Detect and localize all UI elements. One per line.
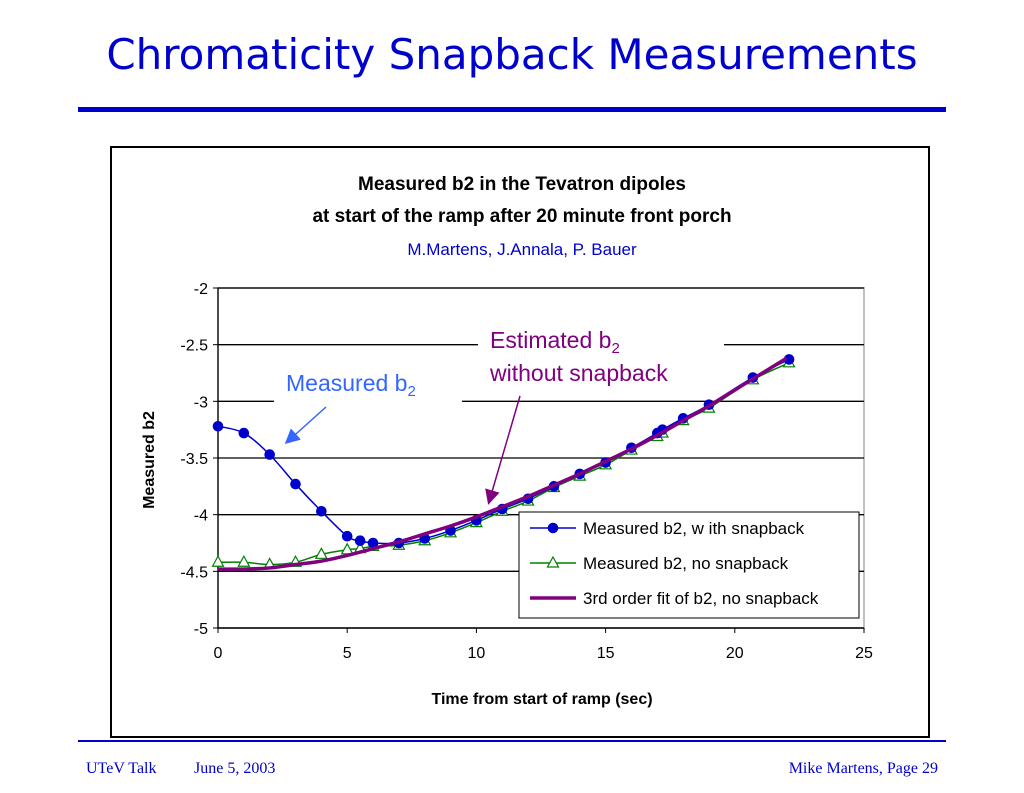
data-point [354,535,366,547]
x-tick-label: 20 [726,645,744,662]
annotation-measured-arrow [284,406,327,445]
footer-date: June 5, 2003 [194,760,276,777]
data-point [290,478,301,490]
y-tick-label: -3 [194,394,208,411]
data-point [212,420,224,432]
chart-title: Measured b2 in the Tevatron dipoles [358,174,686,195]
annotation-measured-bg [274,364,462,404]
legend-box [518,511,860,619]
series-3 [217,356,788,571]
x-tick-label: 25 [855,645,873,662]
chart-authors: M.Martens, J.Annala, P. Bauer [407,240,637,259]
x-tick-label: 15 [597,645,615,662]
x-tick-label: 0 [214,645,223,662]
legend-label: 3rd order fit of b2, no snapback [583,589,819,608]
data-point [341,530,353,542]
slide-title: Chromaticity Snapback Measurements [106,30,918,79]
legend-item-3: 3rd order fit of b2, no snapback [530,589,819,608]
data-point [264,449,275,460]
title-divider [78,107,946,112]
data-point [547,522,559,534]
x-tick-label: 5 [343,645,352,662]
legend-item-2: Measured b2, no snapback [530,554,789,573]
annotation-measured: Measured b2 [274,364,462,445]
annotation-measured-text: Measured b2 [286,370,416,400]
legend-label: Measured b2, no snapback [583,554,789,573]
series-layer [211,354,796,571]
legend: Measured b2, w ith snapback Measured b2, … [518,511,860,619]
annotation-estimated-text: Estimated b2 [490,327,620,357]
annotation-estimated: Estimated b2 without snapback [478,320,724,505]
chart-subtitle: at start of the ramp after 20 minute fro… [312,206,731,227]
y-tick-label: -4 [194,508,208,525]
y-axis-label: Measured b2 [141,411,158,509]
footer-talk: UTeV Talk [86,760,157,777]
axes: -2 -2.5 -3 -3.5 -4 -4.5 -5 0 5 10 15 20 25 [180,281,873,662]
chart-svg: Measured b2 in the Tevatron dipoles at s… [141,174,873,708]
x-tick-label: 10 [468,645,486,662]
annotation-estimated-line2: without snapback [489,360,668,386]
footer-page: Mike Martens, Page 29 [788,760,938,777]
data-point [316,505,327,517]
data-point [546,555,560,568]
y-tick-label: -2 [194,281,208,298]
data-point [314,547,328,559]
legend-item-1: Measured b2, w ith snapback [530,519,805,538]
x-axis-label: Time from start of ramp (sec) [431,691,652,708]
footer-divider [78,740,946,742]
data-point [238,427,250,439]
annotation-estimated-arrow [485,395,521,505]
data-point [211,555,225,567]
annotation-estimated-bg [478,320,724,392]
y-tick-label: -3.5 [180,451,208,468]
legend-label: Measured b2, w ith snapback [583,519,805,538]
data-point [237,555,251,567]
series-line [217,356,788,571]
chart-frame: Measured b2 in the Tevatron dipoles at s… [110,146,930,738]
y-tick-label: -2.5 [180,338,208,355]
y-tick-label: -5 [194,621,208,638]
y-tick-label: -4.5 [180,564,208,581]
